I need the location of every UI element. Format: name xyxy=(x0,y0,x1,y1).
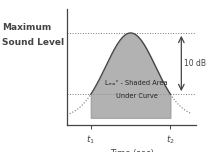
Text: Lₘₐˣ - Shaded Area: Lₘₐˣ - Shaded Area xyxy=(105,80,168,86)
Text: Sound Level: Sound Level xyxy=(2,38,64,47)
Text: 10 dB: 10 dB xyxy=(184,59,206,68)
Text: Under Curve: Under Curve xyxy=(116,93,157,99)
X-axis label: Time (sec): Time (sec) xyxy=(110,149,153,152)
Text: Maximum: Maximum xyxy=(2,23,52,32)
